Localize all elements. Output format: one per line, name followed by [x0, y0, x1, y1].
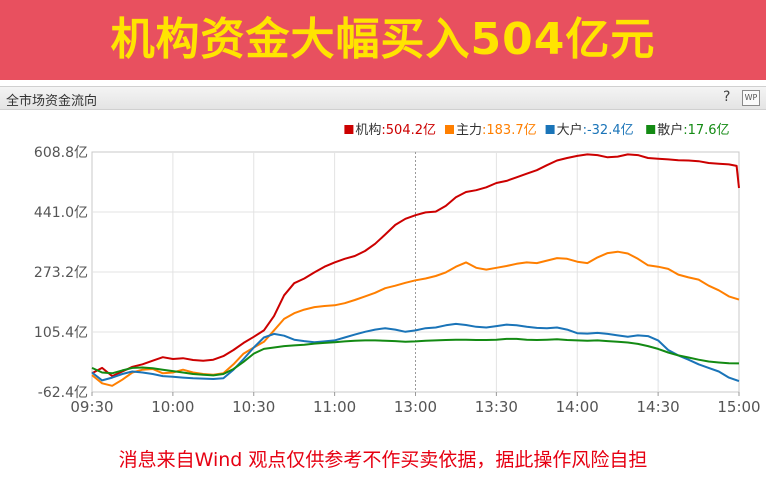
disclaimer: 消息来自Wind 观点仅供参考不作买卖依据，据此操作风险自担 [0, 433, 766, 483]
legend-name-4: 散户 [657, 122, 683, 138]
disclaimer-text: 消息来自Wind 观点仅供参考不作买卖依据，据此操作风险自担 [118, 448, 648, 471]
legend-value-1: :504.2亿 [381, 123, 436, 138]
legend-value-2: :183.7亿 [482, 123, 537, 138]
x-tick-label: 13:30 [475, 398, 518, 416]
legend-name-1: 机构 [355, 123, 381, 138]
x-tick-label: 14:30 [637, 398, 680, 416]
series-line-3 [91, 322, 740, 383]
legend-swatch-4 [646, 125, 656, 134]
series-line-4 [91, 337, 740, 377]
x-tick-label: 10:00 [151, 398, 194, 416]
y-tick-label: 105.4亿 [34, 325, 88, 341]
y-tick-label: 441.0亿 [34, 205, 88, 221]
fund-flow-chart: 机构:504.2亿 主力:183.7亿 大户:-32.4亿 散户:17.6亿 608.… [34, 122, 761, 416]
x-tick-label: 13:00 [394, 398, 437, 416]
panel-header: 全市场资金流向 ? WP [0, 86, 766, 110]
x-tick-label: 11:00 [313, 398, 356, 416]
x-tick-label: 14:00 [556, 398, 599, 416]
x-tick-label: 15:00 [717, 398, 760, 416]
legend-value-4: :17.6亿 [683, 123, 729, 138]
x-tick-label: 10:30 [232, 398, 275, 416]
panel-title: 全市场资金流向 [6, 94, 98, 109]
wp-icon[interactable]: WP [742, 90, 760, 106]
legend-swatch-1 [344, 125, 354, 134]
chart-legend: 机构:504.2亿 主力:183.7亿 大户:-32.4亿 散户:17.6亿 [344, 122, 730, 138]
legend-name-2: 主力 [456, 123, 482, 138]
x-tick-label: 09:30 [70, 398, 113, 416]
legend-value-3: :-32.4亿 [583, 123, 634, 138]
series-line-1 [91, 153, 740, 378]
legend-swatch-2 [445, 125, 454, 134]
headline-title: 机构资金大幅买入504亿元 [110, 14, 656, 65]
y-tick-label: 608.8亿 [34, 145, 88, 161]
help-icon[interactable]: ? [723, 89, 731, 105]
y-tick-label: 273.2亿 [34, 265, 88, 281]
headline-banner: 机构资金大幅买入504亿元 [0, 0, 766, 80]
y-tick-label: -62.4亿 [38, 385, 88, 401]
legend-name-3: 大户 [557, 122, 583, 138]
legend-swatch-3 [545, 125, 555, 134]
